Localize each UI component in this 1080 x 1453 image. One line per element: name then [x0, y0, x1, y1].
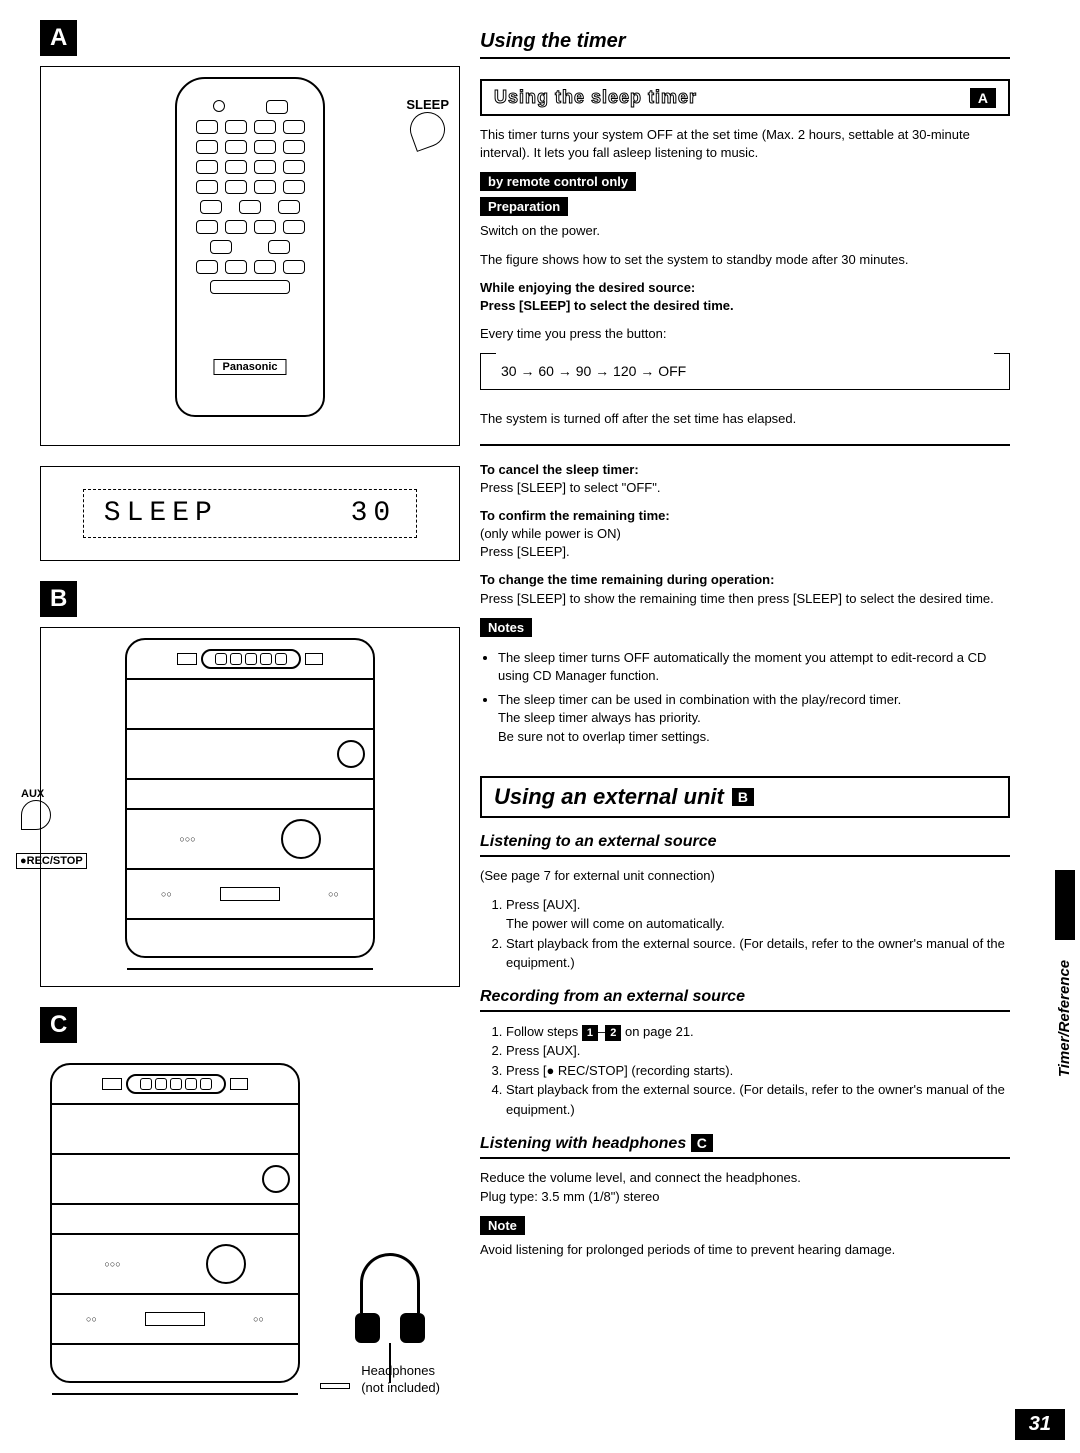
- recording-heading: Recording from an external source: [480, 988, 1010, 1012]
- every-time-text: Every time you press the button:: [480, 325, 1010, 343]
- hand-icon: [405, 107, 450, 152]
- aux-label: AUX: [21, 788, 51, 833]
- right-column: Using the timer Using the sleep timer A …: [470, 0, 1030, 1445]
- headphones-label: Headphones (not included): [361, 1363, 440, 1397]
- headphones-heading: Listening with headphones C: [480, 1134, 1010, 1159]
- step-chip: 1: [582, 1025, 598, 1042]
- step-chip: 2: [605, 1025, 621, 1042]
- section-label-c: C: [40, 1007, 77, 1043]
- sleep-label: SLEEP: [406, 97, 449, 112]
- step-item: Start playback from the external source.…: [506, 1080, 1010, 1119]
- hand-icon: [21, 800, 51, 830]
- preparation-label: Preparation: [480, 197, 568, 216]
- external-unit-heading: Using an external unit B: [480, 776, 1010, 818]
- listening-heading: Listening to an external source: [480, 833, 1010, 857]
- sleep-timer-title: Using the sleep timer: [494, 87, 697, 108]
- note-item: The sleep timer turns OFF automatically …: [498, 649, 1010, 685]
- note-label-single: Note: [480, 1216, 525, 1235]
- headphone-note: Avoid listening for prolonged periods of…: [480, 1241, 1010, 1259]
- lcd-display-box: SLEEP 30: [40, 466, 460, 561]
- remote-diagram: SLEEP Panasonic: [40, 66, 460, 446]
- left-column: A SLEEP Panasonic: [0, 0, 470, 1445]
- side-tab-text: Timer/Reference: [1057, 960, 1074, 1077]
- step-item: Press [AUX].: [506, 1041, 1010, 1061]
- brand-label: Panasonic: [213, 359, 286, 375]
- divider: [480, 444, 1010, 446]
- switch-on-text: Switch on the power.: [480, 222, 1010, 240]
- recstop-label: ●REC/STOP: [16, 853, 87, 869]
- listen-intro: (See page 7 for external unit connection…: [480, 867, 1010, 885]
- side-tab: Timer/Reference: [1050, 870, 1080, 1070]
- while-heading: While enjoying the desired source: Press…: [480, 279, 1010, 315]
- lcd-text-sleep: SLEEP: [104, 498, 218, 529]
- ref-chip-b: B: [732, 788, 754, 806]
- listen-steps: Press [AUX]. The power will come on auto…: [480, 895, 1010, 973]
- note-item: The sleep timer can be used in combinati…: [498, 691, 1010, 746]
- step-item: Start playback from the external source.…: [506, 934, 1010, 973]
- lcd-display: SLEEP 30: [83, 489, 417, 538]
- ref-chip-a: A: [970, 88, 996, 108]
- page-title: Using the timer: [480, 30, 1010, 59]
- record-steps: Follow steps 1–2 on page 21. Press [AUX]…: [480, 1022, 1010, 1120]
- notes-list: The sleep timer turns OFF automatically …: [480, 649, 1010, 746]
- step-item: Press [● REC/STOP] (recording starts).: [506, 1061, 1010, 1081]
- sleep-intro: This timer turns your system OFF at the …: [480, 126, 1010, 162]
- cancel-block: To cancel the sleep timer: Press [SLEEP]…: [480, 461, 1010, 497]
- stereo-body-c: ○○○ ○○ ○○: [50, 1063, 300, 1383]
- stereo-body: ○○○ ○○ ○○: [125, 638, 375, 958]
- step-item: Press [AUX]. The power will come on auto…: [506, 895, 1010, 934]
- remote-only-label: by remote control only: [480, 172, 636, 191]
- side-tab-marker: [1055, 870, 1075, 940]
- sleep-sequence: 30 → 60 → 90 → 120 → OFF: [480, 353, 1010, 390]
- remote-body: Panasonic: [175, 77, 325, 417]
- turned-off-text: The system is turned off after the set t…: [480, 410, 1010, 428]
- page-number: 31: [1015, 1409, 1065, 1440]
- section-label-b: B: [40, 581, 77, 617]
- notes-label: Notes: [480, 618, 532, 637]
- figure-text: The figure shows how to set the system t…: [480, 251, 1010, 269]
- lcd-text-value: 30: [351, 498, 397, 529]
- stereo-diagram-b: AUX ●REC/STOP ○○○ ○○: [40, 627, 460, 987]
- section-label-a: A: [40, 20, 77, 56]
- step-item: Follow steps 1–2 on page 21.: [506, 1022, 1010, 1042]
- change-block: To change the time remaining during oper…: [480, 571, 1010, 607]
- ref-chip-c: C: [691, 1134, 713, 1152]
- headphones-icon: [350, 1253, 430, 1353]
- sleep-timer-heading: Using the sleep timer A: [480, 79, 1010, 116]
- stereo-diagram-c: ○○○ ○○ ○○ Headphones (: [40, 1053, 460, 1453]
- headphone-body: Reduce the volume level, and connect the…: [480, 1169, 1010, 1205]
- sleep-callout: SLEEP: [406, 97, 449, 150]
- confirm-block: To confirm the remaining time: (only whi…: [480, 507, 1010, 562]
